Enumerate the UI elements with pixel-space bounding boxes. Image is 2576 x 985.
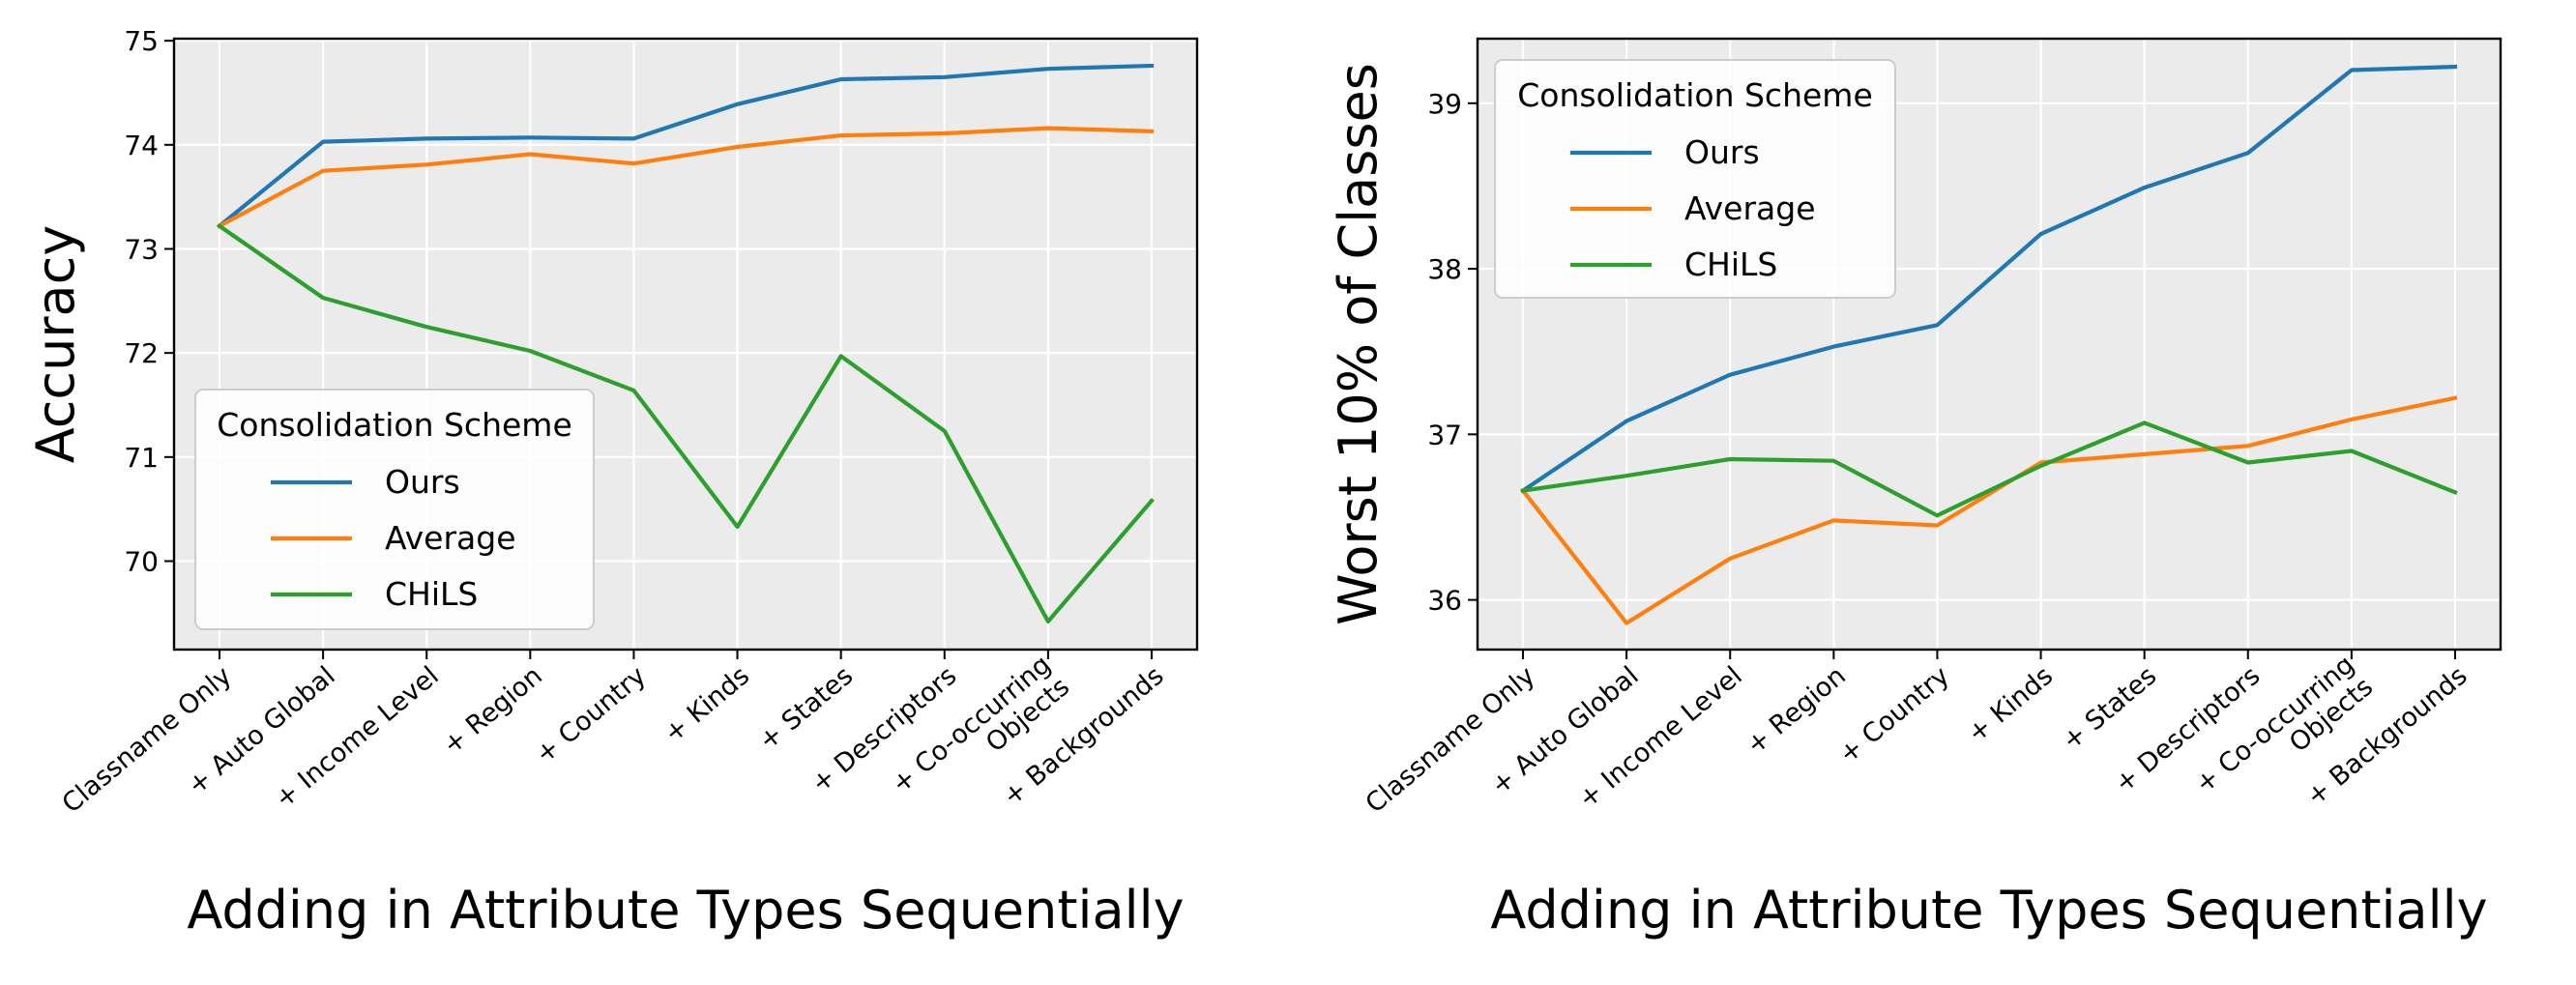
- legend-label-ours: Ours: [1684, 133, 1760, 171]
- series-line-average: [217, 126, 1155, 229]
- legend-box: [194, 389, 595, 630]
- y-tick-label: 73: [124, 233, 159, 265]
- y-tick-label: 36: [1427, 585, 1462, 617]
- legend-label-chils: CHiLS: [385, 575, 478, 613]
- legend-label-chils: CHiLS: [1684, 246, 1777, 283]
- y-tick-label: 74: [124, 130, 159, 161]
- y-tick-label: 75: [124, 25, 159, 57]
- x-tick-label: + Co-occurringObjects: [2189, 650, 2379, 822]
- x-tick-label: Classname Only: [57, 661, 238, 820]
- y-tick-label: 71: [124, 442, 159, 474]
- x-tick-label: + Co-occurringObjects: [886, 650, 1075, 822]
- series-line-chils: [1520, 420, 2458, 518]
- x-tick-label: Classname Only: [1361, 661, 1541, 820]
- legend-label-ours: Ours: [385, 463, 460, 501]
- legend-title: Consolidation Scheme: [1517, 76, 1873, 114]
- x-tick-label: + Country: [1833, 661, 1955, 770]
- series-line-ours: [1520, 64, 2458, 494]
- x-axis-title: Adding in Attribute Types Sequentially: [1490, 880, 2487, 941]
- y-axis-title: Worst 10% of Classes: [1328, 63, 1389, 625]
- legend-title: Consolidation Scheme: [217, 406, 572, 444]
- x-axis-title: Adding in Attribute Types Sequentially: [187, 880, 1184, 941]
- series-line-ours: [217, 63, 1155, 229]
- axes-frame: [1476, 37, 2503, 652]
- legend: Consolidation Scheme Ours Average CHiLS: [194, 389, 595, 630]
- y-tick-label: 38: [1427, 253, 1462, 285]
- x-tick-label: + Country: [530, 661, 652, 770]
- series-line-average: [1520, 395, 2458, 625]
- x-tick-label: + Kinds: [1962, 661, 2059, 749]
- x-tick-label: + Kinds: [659, 661, 755, 749]
- x-tick-label: + States: [2057, 661, 2162, 757]
- axes-frame: [172, 37, 1199, 652]
- legend-label-average: Average: [385, 519, 516, 557]
- y-axis-title: Accuracy: [25, 225, 86, 464]
- legend-label-average: Average: [1684, 189, 1816, 227]
- legend: Consolidation Scheme Ours Average CHiLS: [1494, 59, 1896, 299]
- y-tick-label: 72: [124, 337, 159, 369]
- grid: [1478, 39, 2501, 650]
- x-tick-label: + States: [753, 661, 859, 757]
- y-tick-label: 70: [124, 545, 159, 577]
- series-line-chils: [217, 222, 1155, 624]
- legend-box: [1494, 59, 1896, 299]
- y-tick-label: 37: [1427, 419, 1462, 450]
- y-tick-label: 39: [1427, 88, 1462, 120]
